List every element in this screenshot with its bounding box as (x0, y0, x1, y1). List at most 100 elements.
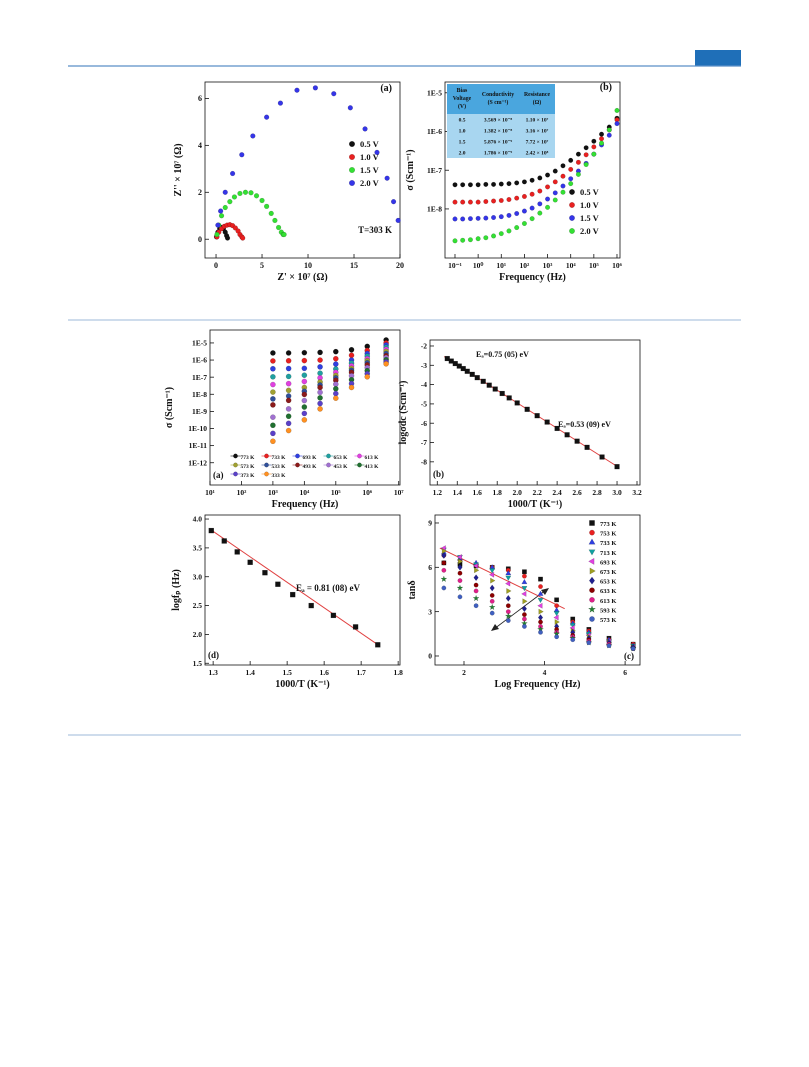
data-point (606, 643, 612, 649)
data-point (521, 578, 528, 585)
data-point (285, 350, 292, 356)
legend-marker (589, 567, 596, 575)
data-point (440, 575, 448, 583)
data-point (583, 145, 589, 151)
data-point (317, 357, 323, 363)
x-tick-label: 10³ (268, 488, 279, 497)
legend-label: 773 K (600, 521, 616, 528)
annotation: T=303 K (358, 225, 392, 235)
data-point (560, 163, 566, 169)
data-point (538, 619, 543, 625)
data-point (348, 384, 355, 391)
data-point (218, 208, 224, 214)
legend-marker (588, 538, 596, 545)
data-point (538, 608, 544, 615)
legend-marker (589, 597, 595, 603)
data-point (330, 612, 337, 619)
data-point (522, 569, 527, 575)
data-point (460, 182, 466, 188)
data-point (514, 211, 520, 217)
data-point (506, 181, 512, 187)
data-point (317, 406, 323, 412)
data-point (568, 181, 574, 187)
data-point (522, 573, 527, 579)
data-point (285, 373, 292, 380)
annotation: Eₐ=0.75 (05) eV (476, 350, 529, 359)
x-tick-label: 2.4 (552, 488, 562, 497)
table-cell: 3.16 × 10⁷ (526, 129, 549, 135)
data-point (522, 612, 527, 618)
data-point (552, 190, 558, 196)
data-point (275, 224, 282, 231)
data-point (483, 235, 489, 241)
legend-marker (349, 179, 356, 186)
y-tick-label: 2 (198, 188, 202, 197)
data-point (614, 121, 620, 127)
data-point (521, 193, 527, 199)
data-point (560, 173, 566, 179)
data-point (489, 592, 495, 598)
data-point (475, 215, 481, 221)
data-point (537, 175, 543, 181)
data-point (331, 91, 337, 97)
y-tick-label: 1E-9 (192, 407, 207, 416)
data-point (554, 597, 560, 603)
data-point (554, 619, 560, 625)
y-tick-label: 2.5 (193, 601, 203, 610)
x-tick-label: 2.6 (572, 488, 582, 497)
data-point (630, 646, 636, 651)
data-point (218, 213, 225, 219)
plot-frame (429, 339, 641, 486)
x-tick-label: 0 (214, 261, 218, 270)
legend-label: 413 K (365, 464, 380, 470)
x-tick-label: 1.8 (393, 668, 403, 677)
y-axis-label: logfₚ (Hz) (171, 569, 182, 611)
data-point (614, 464, 620, 470)
x-tick-label: 1.6 (319, 668, 329, 677)
x-tick-label: 10¹ (205, 488, 215, 497)
plot-frame (204, 514, 401, 666)
data-point (270, 430, 276, 437)
x-tick-label: 10⁶ (612, 261, 623, 270)
data-point (214, 231, 220, 238)
data-point (499, 390, 505, 397)
data-point (301, 378, 308, 385)
table-cell: 2.42 × 10⁸ (526, 151, 549, 157)
data-point (457, 563, 463, 571)
table-header: (S cm⁻¹) (488, 99, 509, 106)
x-tick-label: 10⁵ (331, 488, 342, 497)
table-header: Bias (457, 88, 468, 94)
legend-label: 2.0 V (580, 226, 600, 236)
data-point (317, 370, 323, 377)
legend-label: 653 K (334, 455, 349, 461)
x-tick-label: 20 (396, 261, 404, 270)
data-point (498, 181, 504, 187)
data-point (301, 357, 308, 364)
annotation: (c) (624, 651, 634, 661)
legend-marker (589, 529, 595, 536)
y-tick-label: 1E-7 (192, 373, 207, 382)
data-point (272, 217, 278, 224)
data-point (538, 576, 543, 582)
data-point (222, 204, 228, 211)
y-axis-label: Z'' × 10⁷ (Ω) (173, 143, 184, 196)
legend-marker (589, 520, 595, 526)
x-tick-label: 1.3 (208, 668, 218, 677)
data-point (552, 197, 558, 203)
data-point (332, 361, 339, 367)
y-tick-label: 3 (428, 607, 432, 616)
data-point (467, 182, 473, 188)
data-point (491, 233, 497, 239)
data-point (270, 365, 276, 372)
data-point (505, 580, 511, 587)
legend-label: 653 K (600, 579, 616, 586)
data-point (460, 199, 466, 205)
legend-label: 633 K (600, 588, 616, 595)
data-point (456, 584, 464, 592)
data-point (301, 372, 308, 379)
data-point (332, 355, 339, 362)
data-point (537, 597, 544, 604)
x-tick-label: 10⁵ (589, 261, 600, 270)
y-tick-label: -4 (421, 380, 427, 389)
